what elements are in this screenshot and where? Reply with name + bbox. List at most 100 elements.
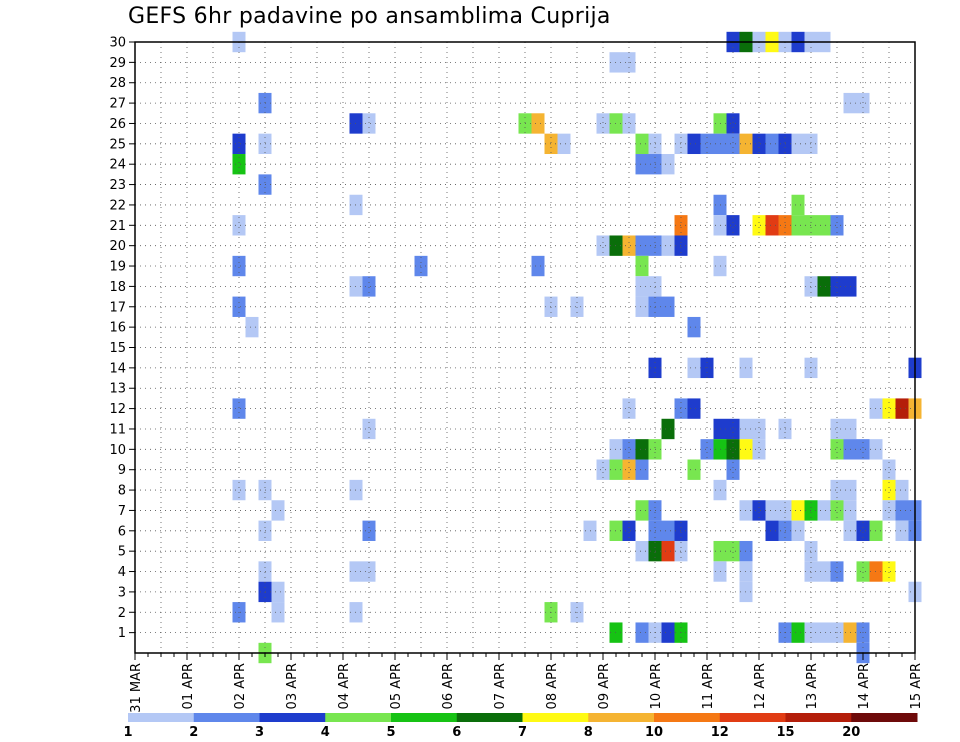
heatmap-cell xyxy=(232,479,246,501)
heatmap-cell xyxy=(661,235,675,256)
heatmap-cell xyxy=(557,133,571,155)
heatmap-cell xyxy=(726,215,740,236)
heatmap-cell xyxy=(882,479,896,501)
colorbar-label: 7 xyxy=(518,725,527,740)
heatmap-cell xyxy=(271,602,285,623)
y-tick-label: 20 xyxy=(109,239,126,254)
heatmap-cell xyxy=(817,622,831,643)
y-tick-label: 4 xyxy=(118,565,126,580)
y-tick-label: 19 xyxy=(109,260,126,275)
heatmap-cell xyxy=(895,479,909,501)
y-tick-label: 1 xyxy=(118,626,126,641)
heatmap-cell xyxy=(622,398,636,419)
heatmap-cell xyxy=(635,276,649,297)
heatmap-cell xyxy=(622,235,636,256)
heatmap-cell xyxy=(635,500,649,521)
heatmap-cell xyxy=(362,561,376,582)
heatmap-cell xyxy=(362,276,376,297)
heatmap-cell xyxy=(635,622,649,643)
heatmap-cell xyxy=(830,418,844,440)
colorbar-segment xyxy=(522,713,589,722)
x-tick-label: 14 APR xyxy=(857,663,872,709)
heatmap-cell xyxy=(596,235,610,256)
y-axis-ticks: 1234567891011121314151617181920212223242… xyxy=(109,36,135,641)
heatmap-cell xyxy=(856,439,870,460)
heatmap-cell xyxy=(752,418,766,440)
heatmap-cell xyxy=(570,296,584,317)
heatmap-cell xyxy=(895,500,909,521)
heatmap-cell xyxy=(271,500,285,521)
heatmap-cell xyxy=(596,113,610,134)
heatmap-cell xyxy=(726,540,740,562)
heatmap-cell xyxy=(895,398,909,419)
heatmap-cell xyxy=(765,500,779,521)
heatmap-cell xyxy=(622,520,636,541)
y-tick-label: 6 xyxy=(118,524,126,539)
y-tick-label: 23 xyxy=(109,178,126,193)
heatmap-cell xyxy=(661,418,675,440)
heatmap-cell xyxy=(622,113,636,134)
heatmap-cell xyxy=(752,439,766,460)
y-tick-label: 18 xyxy=(109,280,126,295)
heatmap-cell xyxy=(856,561,870,582)
colorbar-segment xyxy=(654,713,721,722)
x-tick-label: 12 APR xyxy=(753,663,768,709)
heatmap-cell xyxy=(830,561,844,582)
heatmap-cell xyxy=(817,276,831,297)
colorbar-label: 10 xyxy=(645,725,663,740)
colorbar: 1 2 3 4 5 6 7 8 10 12 15 20 xyxy=(123,713,918,740)
heatmap-cell xyxy=(622,459,636,480)
heatmap-cell xyxy=(726,113,740,134)
colorbar-segment xyxy=(259,713,326,722)
y-tick-label: 21 xyxy=(109,219,126,234)
x-tick-label: 03 APR xyxy=(285,663,300,709)
x-tick-label: 01 APR xyxy=(181,663,196,709)
heatmap-cell xyxy=(661,622,675,643)
x-tick-label: 13 APR xyxy=(805,663,820,709)
heatmap-cell xyxy=(687,133,701,155)
y-tick-label: 14 xyxy=(109,361,126,376)
heatmap-cell xyxy=(232,255,246,277)
heatmap-cell xyxy=(895,520,909,541)
heatmap-cell xyxy=(661,154,675,175)
y-tick-label: 7 xyxy=(118,504,126,519)
colorbar-label: 12 xyxy=(711,725,729,740)
heatmap-cell xyxy=(700,439,714,460)
dotted-grid xyxy=(135,41,915,653)
x-tick-label: 08 APR xyxy=(545,663,560,709)
heatmap-cell xyxy=(726,459,740,480)
colorbar-label: 6 xyxy=(452,725,461,740)
heatmap-cell xyxy=(791,500,805,521)
heatmap-cell xyxy=(232,154,246,175)
heatmap-cell xyxy=(830,439,844,460)
colorbar-segment xyxy=(325,713,392,722)
x-tick-label: 15 APR xyxy=(909,663,924,709)
heatmap-cell xyxy=(635,459,649,480)
colorbar-label: 8 xyxy=(584,725,593,740)
colorbar-label: 4 xyxy=(321,725,330,740)
heatmap-cell xyxy=(830,500,844,521)
heatmap-cell xyxy=(726,133,740,155)
y-tick-label: 24 xyxy=(109,158,126,173)
y-tick-label: 2 xyxy=(118,606,126,621)
heatmap-cell xyxy=(635,133,649,155)
heatmap-cell xyxy=(635,540,649,562)
heatmap-cell xyxy=(232,133,246,155)
colorbar-label: 15 xyxy=(776,725,794,740)
x-axis-ticks: 31 MAR 01 APR 02 APR 03 APR 04 APR 05 APR 06 A… xyxy=(129,653,924,713)
y-tick-label: 9 xyxy=(118,463,126,478)
y-tick-label: 25 xyxy=(109,137,126,152)
colorbar-label: 1 xyxy=(123,725,132,740)
heatmap-cell xyxy=(882,398,896,419)
x-tick-label: 05 APR xyxy=(389,663,404,709)
y-tick-label: 13 xyxy=(109,382,126,397)
y-tick-label: 5 xyxy=(118,545,126,560)
y-tick-label: 27 xyxy=(109,97,126,112)
y-tick-label: 11 xyxy=(109,422,126,437)
heatmap-cell xyxy=(635,255,649,277)
y-tick-label: 30 xyxy=(109,36,126,51)
heatmap-cell xyxy=(856,92,870,114)
y-tick-label: 22 xyxy=(109,198,126,213)
heatmap-cell xyxy=(856,520,870,541)
y-tick-label: 28 xyxy=(109,76,126,91)
